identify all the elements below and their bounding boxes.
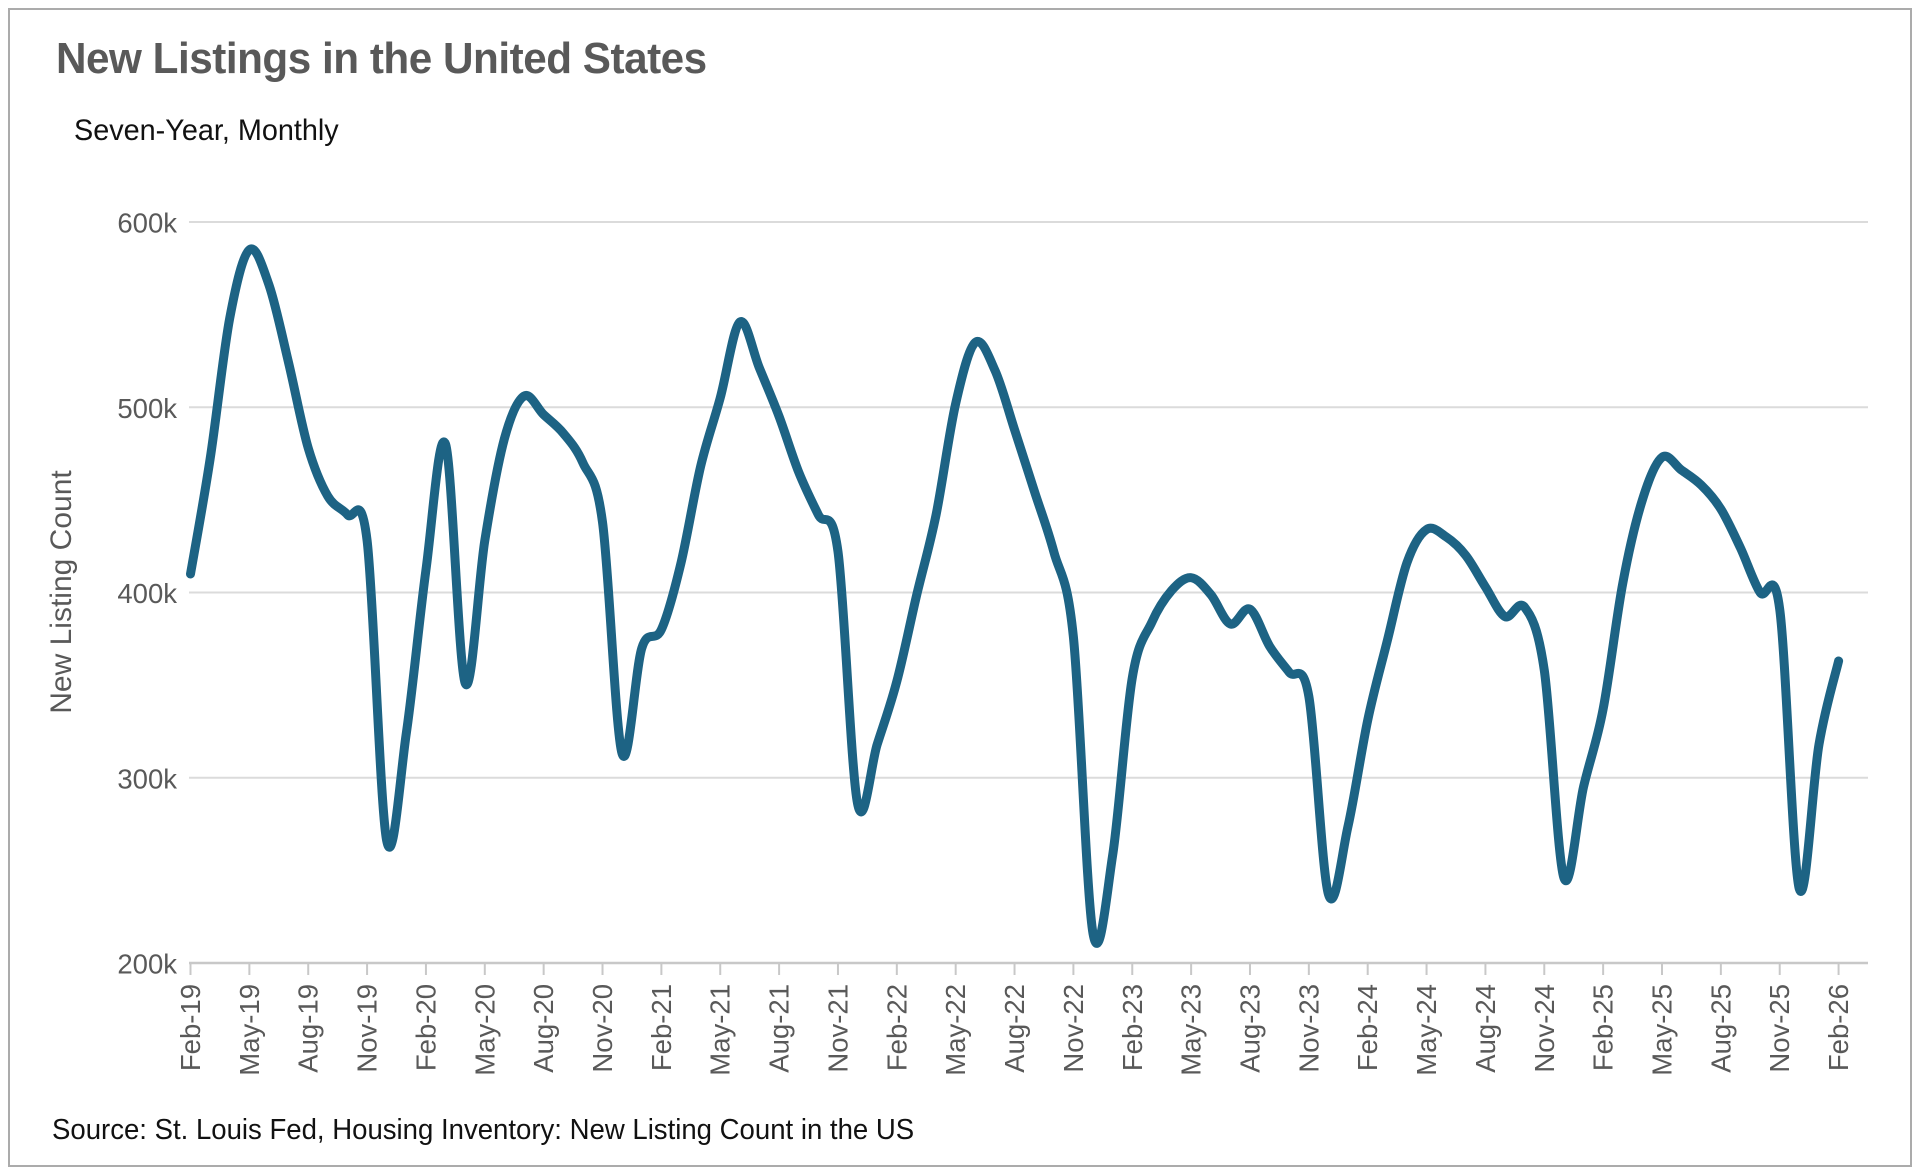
x-tick-label: Aug-22 <box>999 984 1030 1073</box>
x-tick-label: May-20 <box>469 984 500 1076</box>
x-tick-label: Nov-21 <box>822 984 853 1073</box>
y-tick-label: 200k <box>117 949 177 980</box>
x-tick-label: Nov-24 <box>1529 984 1560 1073</box>
x-tick-label: Feb-26 <box>1823 984 1854 1071</box>
source-note: Source: St. Louis Fed, Housing Inventory… <box>52 1114 915 1146</box>
x-tick-label: Feb-20 <box>410 984 441 1071</box>
x-tick-label: May-24 <box>1411 984 1442 1076</box>
x-tick-label: Aug-24 <box>1470 984 1501 1073</box>
x-tick-label: Aug-20 <box>528 984 559 1073</box>
x-tick-label: Feb-21 <box>646 984 677 1071</box>
x-tick-label: Nov-19 <box>352 984 383 1073</box>
y-tick-label: 300k <box>117 763 177 794</box>
x-tick-label: Nov-20 <box>587 984 618 1073</box>
x-tick-label: Aug-25 <box>1705 984 1736 1073</box>
y-tick-label: 600k <box>117 208 177 239</box>
x-tick-label: Aug-21 <box>764 984 795 1073</box>
x-tick-label: Feb-19 <box>175 984 206 1071</box>
y-tick-label: 400k <box>117 578 177 609</box>
chart-line <box>186 244 1844 948</box>
x-tick-label: Nov-22 <box>1058 984 1089 1073</box>
chart-border-frame <box>8 8 1912 1167</box>
x-tick-label: May-21 <box>705 984 736 1076</box>
x-tick-label: May-19 <box>234 984 265 1076</box>
x-tick-label: Aug-19 <box>293 984 324 1073</box>
y-tick-label: 500k <box>117 393 177 424</box>
x-tick-label: May-25 <box>1647 984 1678 1076</box>
x-tick-label: Aug-23 <box>1234 984 1265 1073</box>
chart-subtitle: Seven-Year, Monthly <box>74 114 339 147</box>
x-tick-label: May-22 <box>940 984 971 1076</box>
x-tick-label: Feb-25 <box>1588 984 1619 1071</box>
x-tick-label: May-23 <box>1176 984 1207 1076</box>
x-tick-label: Feb-22 <box>881 984 912 1071</box>
page-title: New Listings in the United States <box>56 34 707 83</box>
x-tick-label: Nov-23 <box>1293 984 1324 1073</box>
x-tick-label: Feb-24 <box>1352 984 1383 1071</box>
x-tick-label: Feb-23 <box>1117 984 1148 1071</box>
x-tick-label: Nov-25 <box>1764 984 1795 1073</box>
